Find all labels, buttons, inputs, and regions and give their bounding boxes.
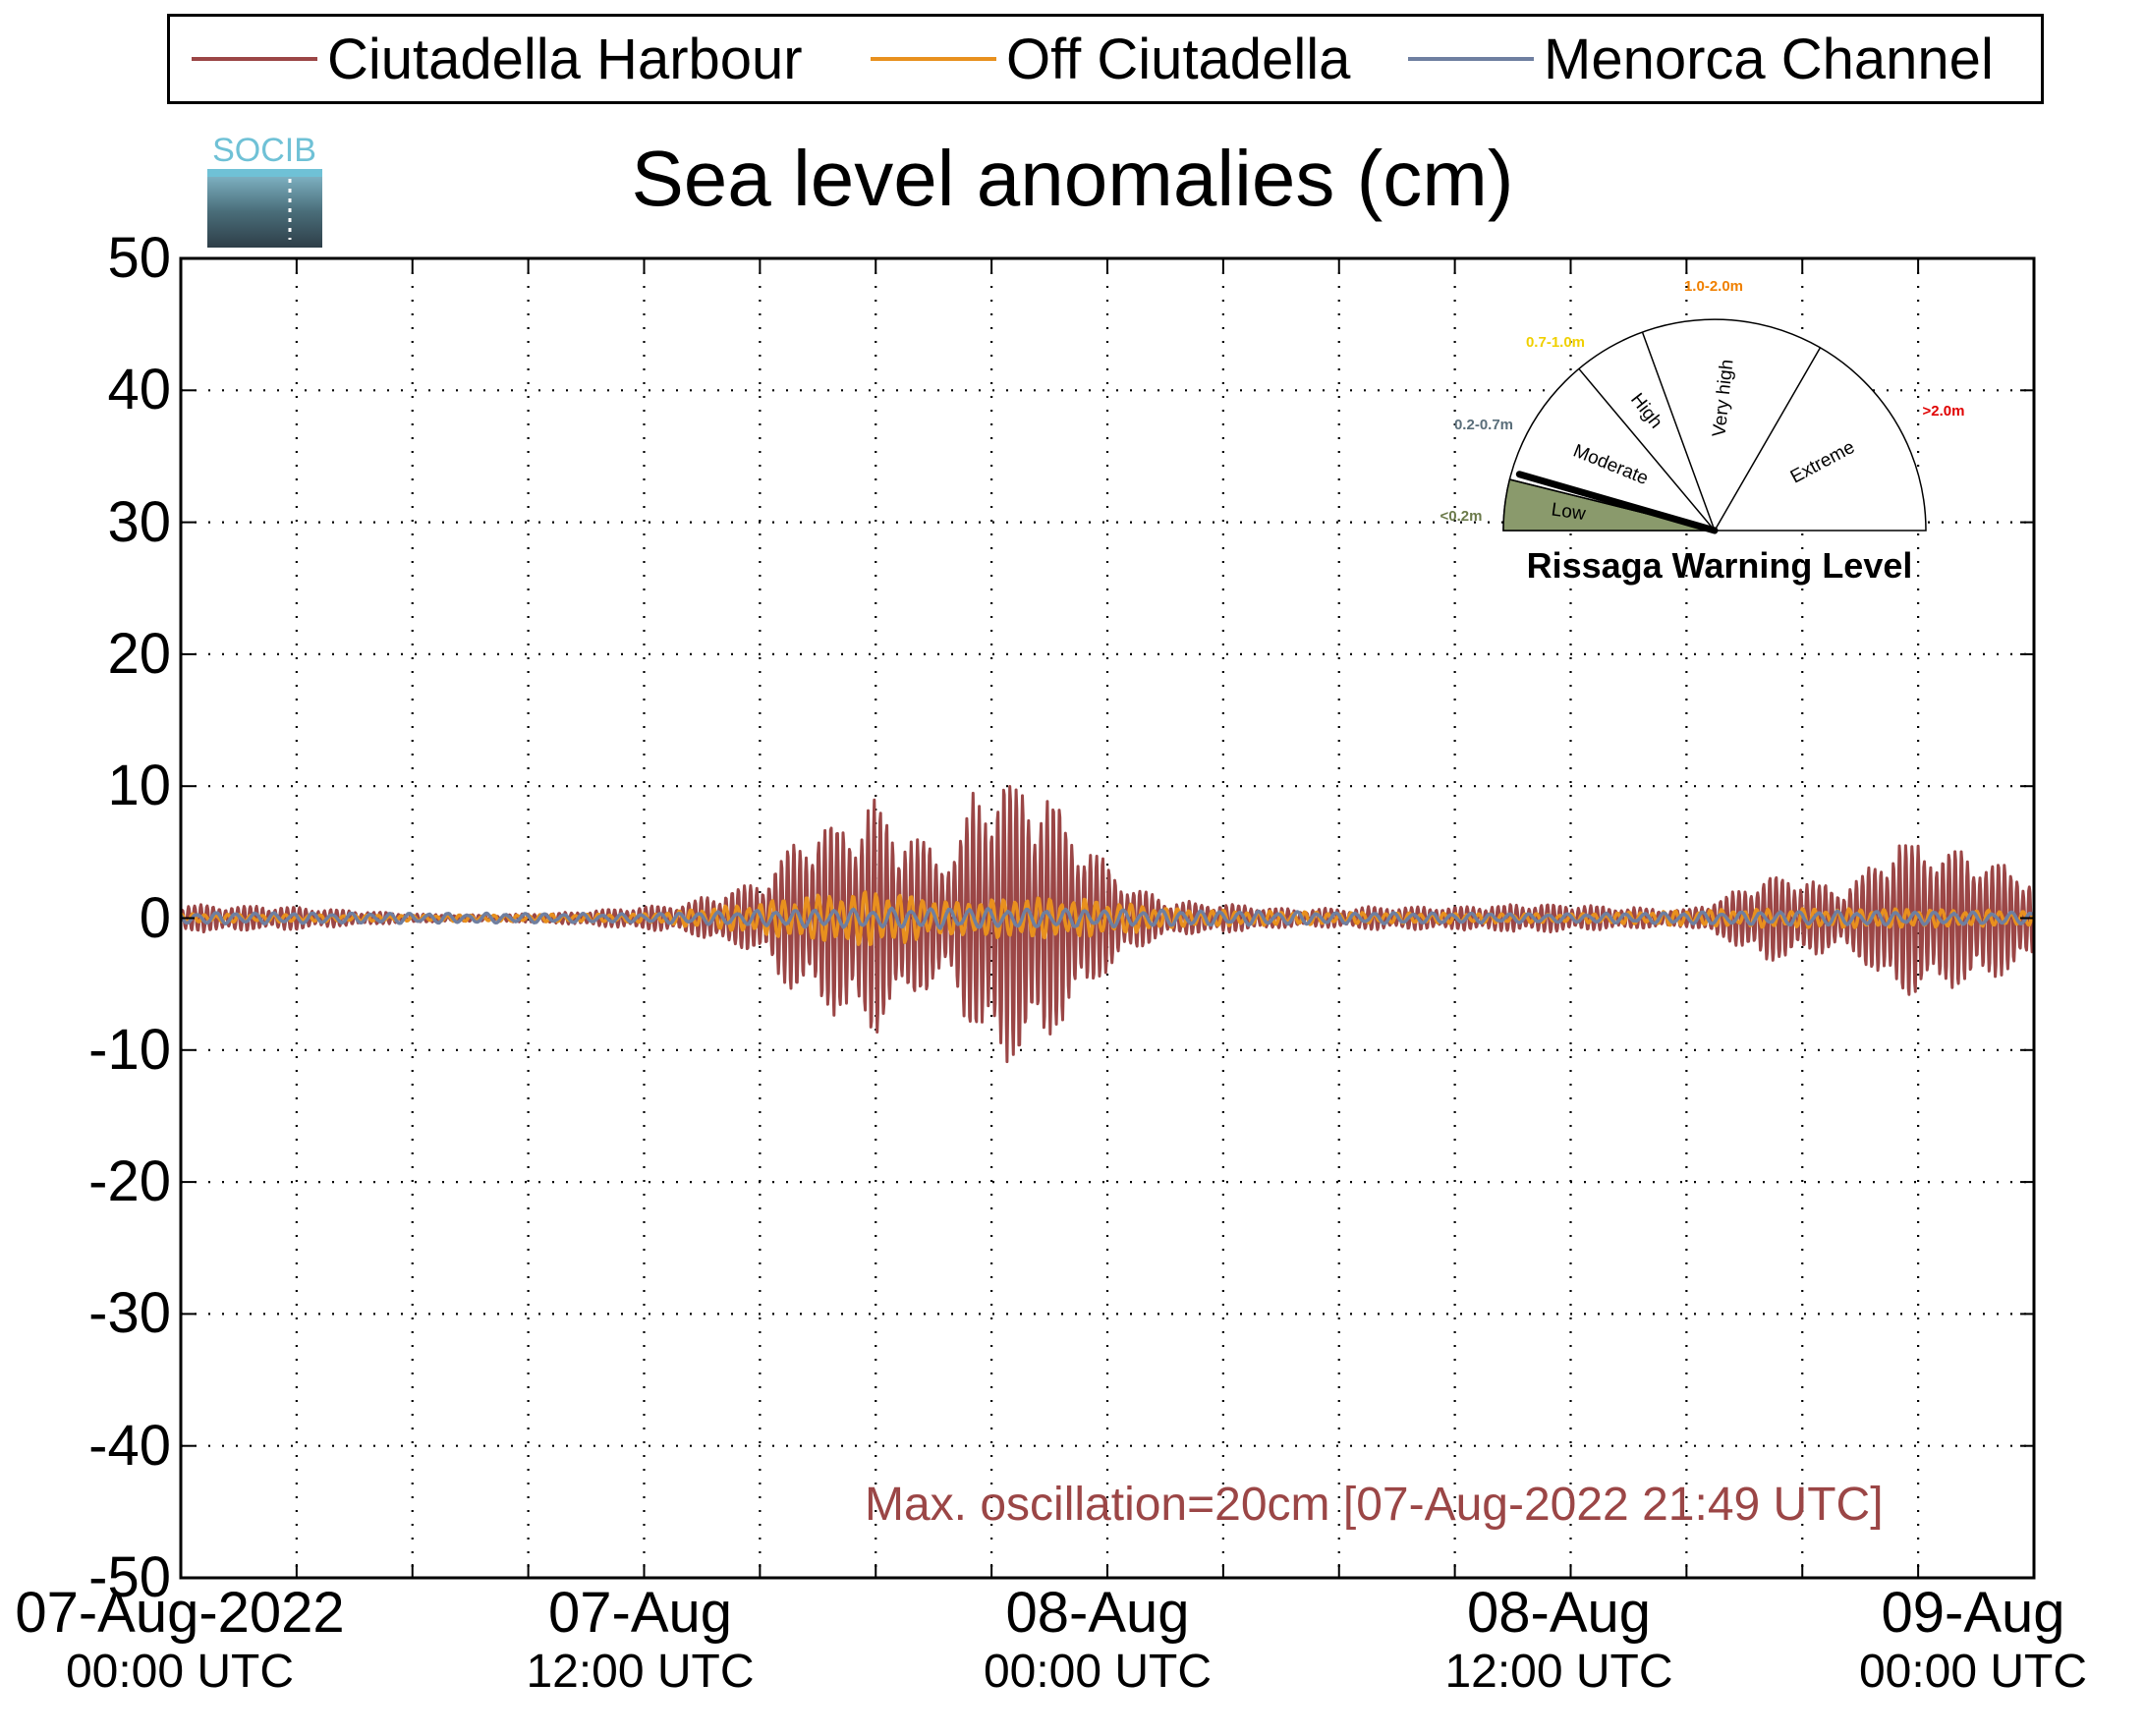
y-tick-label: -50 [88,1545,171,1609]
x-tick-label-time: 00:00 UTC [983,1646,1213,1698]
legend-swatch-off-ciutadella [871,57,996,61]
x-tick-label: 07-Aug-2022 00:00 UTC [0,1582,376,1700]
socib-logo-graphic: SOCIB [207,132,322,248]
x-tick-label-time: 12:00 UTC [526,1646,755,1698]
x-tick-label-time: 12:00 UTC [1444,1646,1673,1698]
x-tick-label-time: 00:00 UTC [65,1646,295,1698]
gauge-range-label: 0.2-0.7m [1454,417,1513,433]
series-layer [179,785,2035,1064]
x-tick-label-date: 09-Aug [1881,1581,2065,1645]
y-tick-label: 10 [107,754,171,818]
chart-title: Sea level anomalies (cm) [631,135,1514,222]
y-tick-label: 30 [107,489,171,554]
series-line-ciutadella-harbour [179,785,2035,1064]
legend: Ciutadella Harbour Off Ciutadella Menorc… [167,14,2044,104]
legend-label-ciutadella-harbour: Ciutadella Harbour [327,27,803,91]
y-tick-label: 50 [107,226,171,290]
legend-swatch-ciutadella-harbour [192,57,317,61]
max-oscillation-annotation: Max. oscillation=20cm [07-Aug-2022 21:49… [865,1479,1884,1531]
x-tick-label-date: 07-Aug-2022 [15,1581,345,1645]
gauge-range-label: <0.2m [1440,508,1483,525]
gauge-sector-label: Low [1550,499,1587,525]
legend-item-ciutadella-harbour: Ciutadella Harbour [192,17,803,101]
y-tick-label: -40 [88,1413,171,1478]
x-tick-label-date: 08-Aug [1005,1581,1190,1645]
series-line-menorca-channel [179,906,2034,930]
gauge-sector-divider [1714,347,1822,532]
x-tick-label-time: 00:00 UTC [1858,1646,2088,1698]
y-tick-label: -10 [88,1017,171,1082]
gauge-dial [1502,318,1927,532]
gauge-range-label: 1.0-2.0m [1684,278,1743,295]
legend-swatch-menorca-channel [1408,57,1534,61]
legend-item-menorca-channel: Menorca Channel [1408,17,1994,101]
legend-label-menorca-channel: Menorca Channel [1544,27,1994,91]
gauge-sector-divider [1578,367,1716,532]
socib-logo-text: SOCIB [212,132,316,169]
y-tick-label: 0 [139,885,171,950]
socib-logo: SOCIB [207,132,322,248]
y-tick-label: -30 [88,1281,171,1346]
gauge-title: Rissaga Warning Level [1527,545,1913,586]
gauge-range-label: >2.0m [1923,403,1965,420]
x-tick-label: 07-Aug 12:00 UTC [444,1582,837,1700]
gauge-range-label: 0.7-1.0m [1526,334,1585,351]
legend-label-off-ciutadella: Off Ciutadella [1006,27,1351,91]
gauge-sector-divider [1641,331,1716,532]
y-tick-label: 40 [107,358,171,422]
x-tick-label: 09-Aug 00:00 UTC [1777,1582,2145,1700]
x-tick-label-date: 07-Aug [547,1581,733,1645]
y-tick-label: 20 [107,621,171,686]
y-tick-label: -20 [88,1149,171,1214]
x-tick-label: 08-Aug 12:00 UTC [1363,1582,1756,1700]
gauge-needle [1515,471,1719,534]
axis-ticks [181,257,2034,1579]
x-tick-label: 08-Aug 00:00 UTC [901,1582,1294,1700]
legend-item-off-ciutadella: Off Ciutadella [871,17,1350,101]
x-tick-label-date: 08-Aug [1466,1581,1652,1645]
